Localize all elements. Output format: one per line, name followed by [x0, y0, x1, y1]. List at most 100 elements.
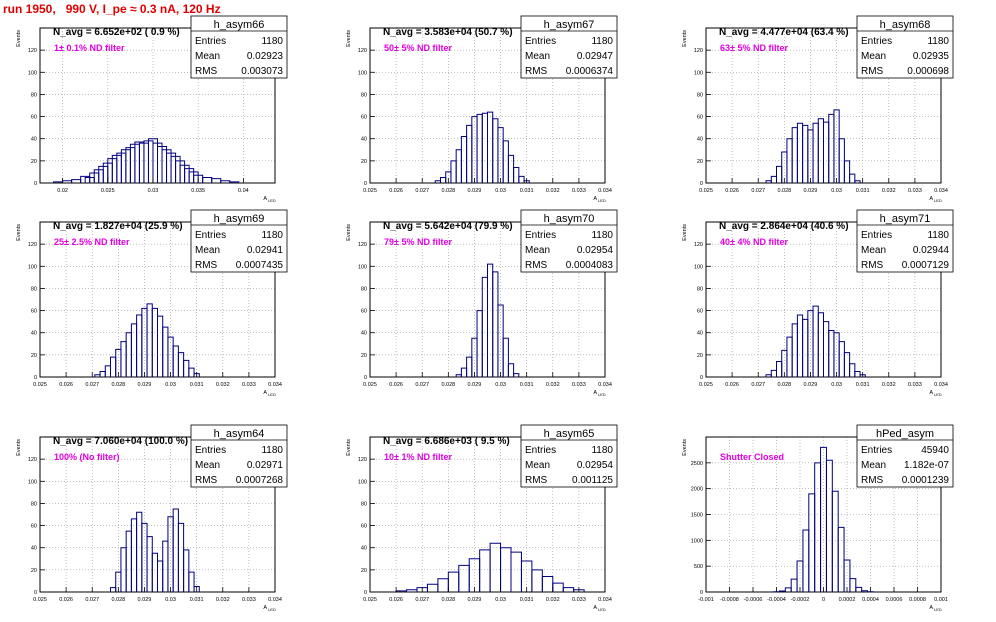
- stats-box: [190, 424, 288, 488]
- x-tick-label: 0.029: [468, 382, 482, 388]
- y-tick-label: 0: [364, 181, 367, 187]
- navg-label: N_avg = 4.477e+04 (63.4 %): [719, 27, 849, 38]
- histogram-bar: [513, 373, 520, 377]
- histogram-bar: [541, 576, 554, 592]
- y-axis-title: Events: [16, 439, 22, 456]
- stats-box: [856, 15, 954, 79]
- x-tick-label: 0.027: [415, 382, 429, 388]
- histogram-bar: [136, 511, 143, 592]
- y-axis-title: Events: [682, 30, 688, 47]
- y-tick-label: 80: [361, 501, 367, 507]
- histogram-name: h_asym70: [544, 213, 595, 225]
- filter-label: 79± 5% ND filter: [384, 237, 452, 247]
- histogram-name: h_asym64: [214, 428, 265, 440]
- y-tick-label: 1000: [691, 538, 703, 544]
- y-tick-label: 120: [28, 48, 37, 54]
- histogram-bar: [507, 154, 515, 183]
- histogram-bar: [447, 571, 460, 592]
- y-tick-label: 100: [28, 264, 37, 270]
- stats-value-mean: 0.02971: [247, 460, 284, 471]
- navg-label: N_avg = 6.652e+02 ( 0.9 %): [53, 27, 180, 38]
- histogram-bar: [157, 315, 164, 377]
- histogram-bar: [791, 127, 798, 183]
- y-axis-title: Events: [16, 224, 22, 241]
- histogram-bar: [481, 276, 488, 377]
- stats-label-entries: Entries: [525, 445, 556, 456]
- x-tick-label: 0.025: [363, 382, 377, 388]
- y-axis-title: Events: [346, 439, 352, 456]
- y-tick-label: 60: [697, 115, 703, 121]
- y-axis-title: Events: [682, 439, 688, 456]
- x-axis-subscript: LED: [268, 607, 276, 612]
- histogram-bar: [812, 122, 819, 183]
- histogram-bar: [136, 314, 143, 377]
- x-axis-title: A: [593, 605, 597, 611]
- y-tick-label: 60: [361, 524, 367, 530]
- stats-label-rms: RMS: [525, 260, 548, 271]
- x-tick-label: 0.029: [138, 382, 152, 388]
- y-tick-label: 120: [358, 48, 367, 54]
- y-tick-label: 20: [361, 159, 367, 165]
- x-tick-label: 0.027: [751, 382, 765, 388]
- x-tick-label: 0.026: [59, 382, 73, 388]
- x-tick-label: -0.0004: [767, 597, 786, 603]
- stats-label-entries: Entries: [195, 445, 226, 456]
- filter-label: 50± 5% ND filter: [384, 43, 452, 53]
- histogram-bar: [471, 116, 478, 183]
- histogram-bar: [151, 552, 158, 592]
- stats-value-mean: 0.02944: [913, 245, 950, 256]
- y-tick-label: 0: [364, 375, 367, 381]
- x-tick-label: 0.028: [441, 597, 455, 603]
- y-tick-label: 100: [358, 264, 367, 270]
- stats-label-rms: RMS: [861, 475, 884, 486]
- x-tick-label: 0.033: [572, 382, 586, 388]
- stats-value-entries: 1180: [261, 230, 283, 241]
- histogram-bar: [776, 361, 783, 377]
- x-tick-label: 0.033: [908, 188, 922, 194]
- histogram-bar: [843, 352, 851, 377]
- histogram-bar: [437, 578, 449, 592]
- x-tick-label: 0.0004: [862, 597, 879, 603]
- y-tick-label: 60: [31, 309, 37, 315]
- histogram-name: hPed_asym: [876, 428, 934, 440]
- stats-value-rms: 0.0004083: [566, 260, 614, 271]
- x-tick-label: 0.03: [165, 597, 176, 603]
- histogram-bar: [130, 323, 138, 377]
- x-tick-label: 0.027: [751, 188, 765, 194]
- y-tick-label: 60: [361, 309, 367, 315]
- stats-label-rms: RMS: [195, 66, 218, 77]
- histogram-bar: [146, 303, 153, 377]
- histogram-bar: [476, 113, 483, 183]
- x-tick-label: 0.026: [389, 382, 403, 388]
- histogram-bar: [125, 530, 132, 592]
- histogram-panel-h_asym66: 0.02 0.025 0.03 0.035 0.04 0 20 40 60 80 100 120 Eve…: [16, 15, 288, 203]
- x-axis-subscript: LED: [934, 607, 942, 612]
- histogram-bar: [828, 113, 835, 183]
- stats-value-mean: 1.182e-07: [904, 460, 949, 471]
- stats-label-entries: Entries: [861, 445, 892, 456]
- histogram-bar: [172, 508, 179, 592]
- x-tick-label: 0.032: [216, 597, 230, 603]
- histogram-bar: [552, 582, 564, 592]
- histogram-bar: [110, 587, 117, 592]
- histogram-bar: [837, 526, 845, 592]
- histogram-bar: [531, 569, 543, 592]
- stats-value-rms: 0.0007129: [902, 260, 950, 271]
- y-tick-label: 0: [34, 181, 37, 187]
- stats-label-entries: Entries: [195, 36, 226, 47]
- stats-box: [520, 209, 618, 273]
- stats-box: [190, 15, 288, 79]
- x-axis-subscript: LED: [268, 198, 276, 203]
- x-tick-label: 0.025: [363, 597, 377, 603]
- stats-value-entries: 1180: [591, 230, 613, 241]
- y-tick-label: 40: [697, 331, 703, 337]
- y-tick-label: 80: [31, 501, 37, 507]
- histogram-bar: [177, 352, 185, 377]
- stats-label-mean: Mean: [861, 51, 886, 62]
- stats-label-rms: RMS: [525, 66, 548, 77]
- y-tick-label: 120: [358, 457, 367, 463]
- histogram-bar: [849, 578, 857, 592]
- x-tick-label: 0.028: [441, 382, 455, 388]
- histogram-bar: [502, 140, 509, 183]
- histogram-bar: [177, 522, 185, 592]
